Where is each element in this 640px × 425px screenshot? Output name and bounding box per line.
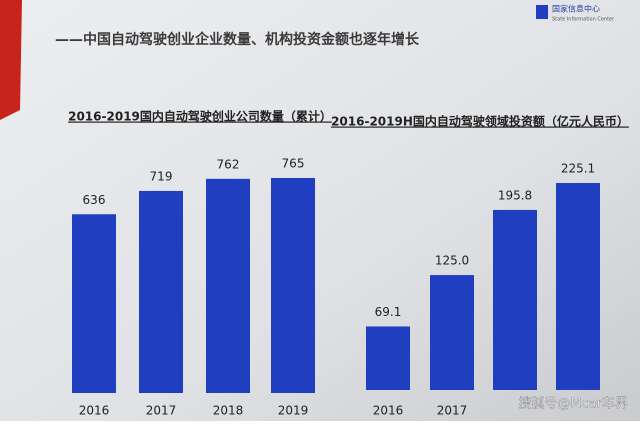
value-label: 762: [217, 157, 240, 171]
x-tick-label: 2018: [213, 404, 244, 418]
bar: [72, 214, 116, 393]
bar: [430, 275, 474, 390]
bar: [139, 190, 183, 393]
bar: [556, 183, 600, 390]
logo-icon: [536, 5, 548, 19]
bar: [206, 178, 250, 393]
value-label: 195.8: [498, 188, 532, 202]
value-label: 125.0: [435, 254, 469, 268]
logo-en: State Information Center: [552, 17, 615, 23]
bar: [271, 178, 315, 393]
value-label: 719: [150, 169, 173, 183]
page-title: ——中国自动驾驶创业企业数量、机构投资金额也逐年增长: [55, 31, 420, 48]
bar: [493, 209, 537, 390]
logo-cn: 国家信息中心: [552, 4, 600, 14]
value-label: 225.1: [561, 162, 595, 176]
x-tick-label: 2019: [278, 404, 309, 418]
x-tick-label: 2017: [146, 404, 177, 418]
value-label: 765: [282, 157, 305, 171]
bar: [366, 326, 410, 390]
value-label: 636: [83, 193, 106, 207]
chart-title: 2016-2019国内自动驾驶创业公司数量（累计）: [68, 109, 332, 124]
watermark: 搜狐号@Mcar车界: [518, 396, 628, 412]
value-label: 69.1: [375, 305, 402, 319]
x-tick-label: 2016: [373, 404, 404, 418]
x-tick-label: 2017: [437, 404, 468, 418]
x-tick-label: 2016: [79, 404, 110, 418]
chart-title: 2016-2019H国内自动驾驶领域投资额（亿元人民币）: [331, 114, 629, 129]
flag: [0, 0, 22, 120]
